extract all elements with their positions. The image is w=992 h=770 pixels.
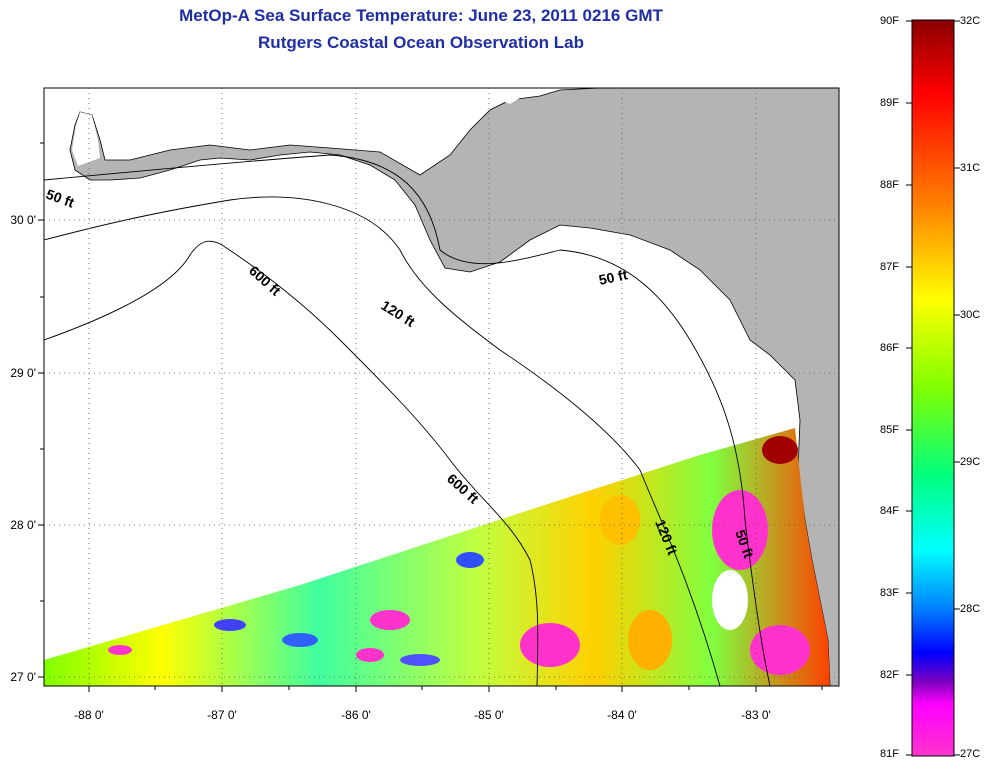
colorbar-f-label: 84F <box>880 505 899 517</box>
colorbar-f-label: 82F <box>880 669 899 681</box>
lon-tick-label: -83 0' <box>741 708 771 722</box>
depth-contours <box>44 154 771 686</box>
colorbar-f-label: 87F <box>880 261 899 273</box>
sst-patches <box>108 436 810 675</box>
colorbar-f-label: 85F <box>880 424 899 436</box>
colorbar-c-label: 28C <box>960 603 981 615</box>
colorbar-f-label: 81F <box>880 748 899 760</box>
colorbar-c-label: 32C <box>960 15 981 27</box>
lat-tick-label: 30 0' <box>10 213 36 227</box>
lon-tick-label: -86 0' <box>341 708 371 722</box>
colorbar-f-label: 90F <box>880 15 899 27</box>
colorbar <box>911 19 955 757</box>
colorbar-f-label: 88F <box>880 179 899 191</box>
colorbar-ticks <box>906 20 960 756</box>
colorbar-f-label: 86F <box>880 342 899 354</box>
lon-tick-label: -88 0' <box>74 708 104 722</box>
contour-label-50ft: 50 ft <box>597 266 629 288</box>
lon-tick-label: -85 0' <box>474 708 504 722</box>
lat-tick-label: 29 0' <box>10 366 36 380</box>
colorbar-c-label: 29C <box>960 456 981 468</box>
lon-tick-label: -87 0' <box>207 708 237 722</box>
colorbar-f-label: 89F <box>880 97 899 109</box>
colorbar-c-label: 31C <box>960 162 981 174</box>
lon-tick-label: -84 0' <box>607 708 637 722</box>
colorbar-c-label: 27C <box>960 748 981 760</box>
land-area <box>44 88 839 686</box>
lat-tick-label: 27 0' <box>10 670 36 684</box>
map-title: MetOp-A Sea Surface Temperature: June 23… <box>179 6 663 25</box>
bay-area <box>72 112 100 166</box>
tick-marks <box>38 142 823 692</box>
map-subtitle: Rutgers Coastal Ocean Observation Lab <box>258 33 584 52</box>
colorbar-c-label: 30C <box>960 309 981 321</box>
lat-tick-label: 28 0' <box>10 518 36 532</box>
colorbar-f-label: 83F <box>880 587 899 599</box>
